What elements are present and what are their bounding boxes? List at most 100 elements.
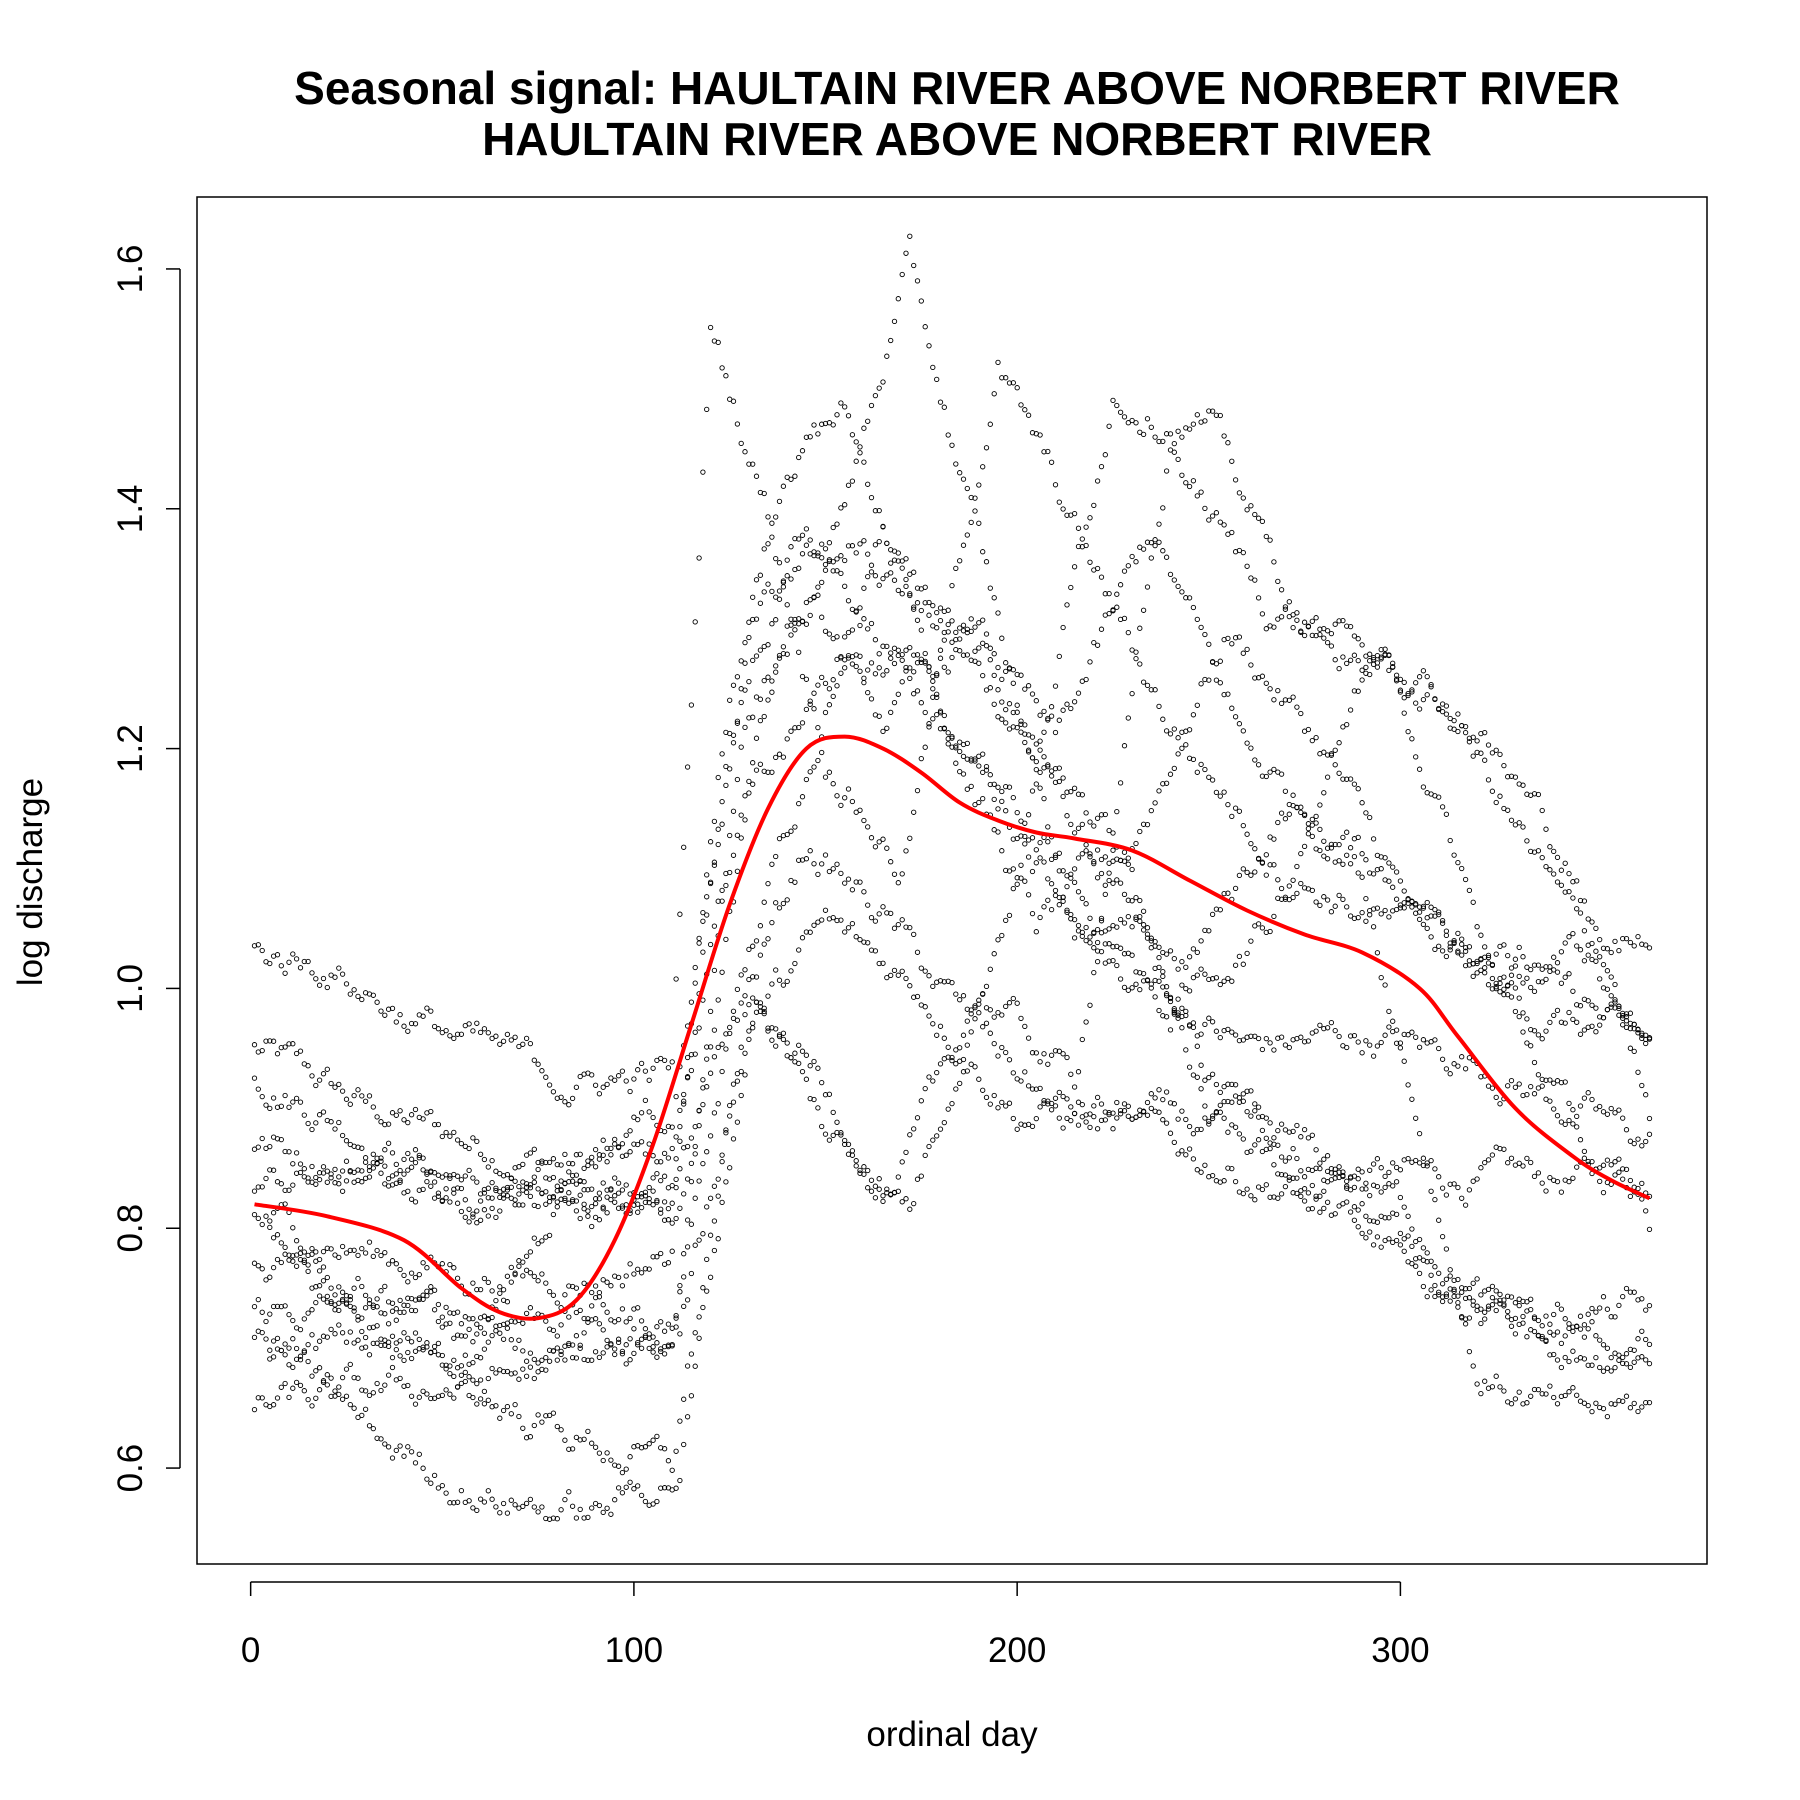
data-point <box>1133 559 1139 565</box>
data-point <box>1298 710 1304 717</box>
data-point <box>1317 1022 1323 1028</box>
data-point <box>957 739 963 745</box>
data-point <box>554 1300 560 1306</box>
data-point <box>803 676 810 682</box>
data-point <box>1577 1313 1584 1319</box>
data-point <box>876 911 882 917</box>
data-point <box>738 1044 744 1050</box>
data-point <box>1091 860 1097 867</box>
data-point <box>332 1331 338 1337</box>
data-point <box>1271 836 1277 842</box>
data-point <box>589 1440 595 1446</box>
data-point <box>405 1302 411 1309</box>
data-point <box>1520 1298 1526 1305</box>
data-point <box>704 1056 710 1062</box>
data-point <box>1493 799 1499 806</box>
data-point <box>1148 555 1154 561</box>
data-point <box>424 1476 430 1482</box>
data-point <box>826 769 833 775</box>
data-point <box>642 1199 649 1206</box>
data-point <box>727 1113 733 1119</box>
data-point <box>895 1188 901 1194</box>
data-point <box>999 375 1005 381</box>
data-point <box>497 1208 503 1214</box>
data-point <box>1091 929 1097 935</box>
data-point <box>730 732 737 738</box>
data-point <box>596 1450 603 1456</box>
data-point <box>1236 490 1243 496</box>
data-point <box>968 1007 974 1013</box>
data-point <box>1413 1157 1419 1164</box>
data-point <box>1436 1289 1442 1295</box>
data-point <box>853 934 859 940</box>
data-point <box>355 1375 361 1381</box>
data-point <box>658 1346 664 1352</box>
data-point <box>1593 1354 1599 1361</box>
data-point <box>1160 984 1166 990</box>
data-point <box>1006 701 1013 707</box>
data-point <box>903 664 909 671</box>
data-point <box>566 1102 572 1108</box>
data-point <box>1439 917 1446 924</box>
data-point <box>964 786 970 792</box>
data-point <box>788 476 794 482</box>
data-point <box>1006 912 1013 919</box>
data-point <box>1547 1019 1553 1026</box>
data-point <box>1474 960 1480 967</box>
data-point <box>815 1105 821 1111</box>
data-point <box>1570 1328 1576 1335</box>
data-point <box>1589 1158 1595 1165</box>
data-point <box>615 1316 622 1323</box>
data-point <box>336 1081 342 1088</box>
data-point <box>1535 1333 1542 1339</box>
data-point <box>638 1060 645 1067</box>
data-point <box>393 1112 399 1118</box>
data-point <box>834 412 840 418</box>
data-point <box>784 897 790 903</box>
data-point <box>1129 924 1135 930</box>
data-point <box>1455 728 1461 735</box>
data-point <box>753 694 760 700</box>
data-point <box>293 1356 300 1362</box>
data-point <box>1056 653 1062 660</box>
data-point <box>309 1403 315 1409</box>
data-point <box>1489 1283 1496 1290</box>
data-point <box>1639 1032 1645 1038</box>
data-point <box>838 802 844 809</box>
data-point <box>1206 1121 1212 1127</box>
data-point <box>815 550 821 556</box>
data-point <box>412 1147 419 1153</box>
data-point <box>608 1457 614 1463</box>
data-point <box>290 1336 296 1342</box>
data-point <box>918 607 924 614</box>
data-point <box>1520 1313 1526 1320</box>
data-point <box>1048 459 1055 465</box>
data-point <box>1167 731 1174 737</box>
data-point <box>301 1349 307 1356</box>
data-point <box>1470 753 1476 759</box>
data-point <box>1344 904 1350 910</box>
data-point <box>1133 840 1139 847</box>
data-point <box>274 1136 281 1142</box>
data-point <box>1493 985 1499 992</box>
data-point <box>1144 931 1151 937</box>
data-point <box>489 1332 495 1339</box>
data-point <box>1551 954 1557 960</box>
data-point <box>493 1214 499 1221</box>
data-point <box>497 1189 503 1195</box>
data-point <box>1363 664 1369 671</box>
data-point <box>995 829 1001 835</box>
data-point <box>301 958 307 965</box>
data-point <box>1022 739 1028 746</box>
data-point <box>520 1348 526 1354</box>
data-point <box>746 678 752 685</box>
data-point <box>1267 862 1273 868</box>
data-point <box>646 1077 652 1083</box>
data-point <box>631 1350 637 1357</box>
data-point <box>922 600 928 606</box>
data-point <box>1347 657 1354 663</box>
data-point <box>393 1261 399 1267</box>
data-point <box>704 1288 710 1294</box>
data-point <box>539 1190 545 1197</box>
data-point <box>343 1250 350 1256</box>
